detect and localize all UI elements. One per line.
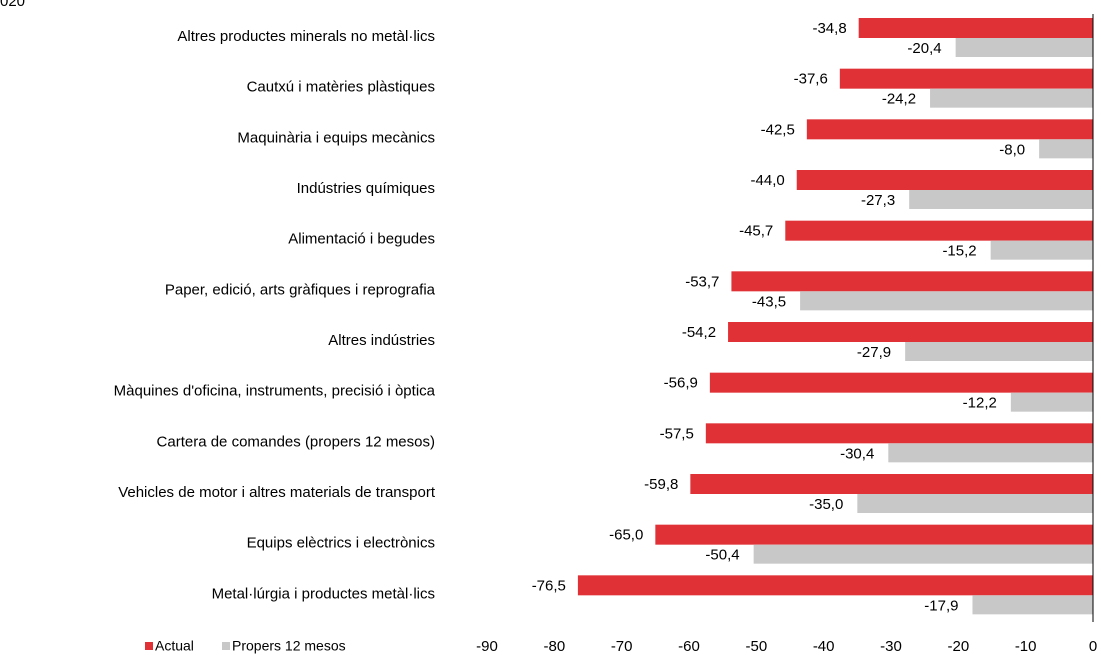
value-label: -30,4 [840,445,874,462]
value-label: -35,0 [809,496,843,513]
bar [858,18,1093,38]
bar [909,190,1093,209]
x-tick-label: 0 [1089,638,1097,655]
category-label: Màquines d'oficina, instruments, precisi… [114,383,436,400]
value-label: -12,2 [963,395,997,412]
bar [690,474,1093,494]
category-label: Maquinària i equips mecànics [237,129,435,146]
value-label: -42,5 [761,121,795,138]
bar [972,595,1093,615]
x-tick-label: -70 [611,638,633,655]
bar [1010,392,1093,412]
value-label: -53,7 [685,273,719,290]
x-tick-label: -40 [813,638,835,655]
bar [785,220,1093,241]
x-tick-label: -90 [476,638,498,655]
value-label: -20,4 [907,40,941,57]
x-tick-label: -20 [947,638,969,655]
x-tick-label: -30 [880,638,902,655]
category-label: Equips elèctrics i electrònics [247,535,435,552]
bar [905,342,1093,361]
category-label: Paper, edició, arts gràfiques i reprogra… [165,281,436,298]
category-label: Vehicles de motor i altres materials de … [118,484,436,501]
value-label: -37,6 [794,71,828,88]
category-label: Alimentació i begudes [288,231,435,248]
value-label: -44,0 [751,172,785,189]
bar [796,170,1093,190]
bar [709,372,1093,393]
legend-label: Propers 12 mesos [232,638,346,654]
value-label: -34,8 [812,20,846,37]
value-label: -43,5 [752,293,786,310]
x-tick-label: -80 [543,638,565,655]
value-label: -59,8 [644,476,678,493]
value-label: -24,2 [882,91,916,108]
bar [1039,139,1093,159]
bar [705,423,1093,444]
legend-label: Actual [155,638,194,654]
x-tick-label: -10 [1015,638,1037,655]
bar [753,544,1093,564]
value-label: -15,2 [942,243,976,260]
value-label: -56,9 [664,375,698,392]
value-label: -27,9 [857,344,891,361]
value-label: -65,0 [609,527,643,544]
bar [839,68,1093,89]
value-label: -57,5 [660,425,694,442]
value-label: -45,7 [739,223,773,240]
bar [577,575,1093,596]
chart-title: 020 [0,0,25,10]
bar [930,88,1093,108]
category-label: Cartera de comandes (propers 12 mesos) [157,433,435,450]
x-tick-label: -60 [678,638,700,655]
bar [806,119,1093,140]
category-label: Indústries químiques [297,180,435,197]
x-tick-label: -50 [745,638,767,655]
category-label: Cautxú i matèries plàstiques [247,79,435,96]
legend-swatch [145,642,153,650]
value-label: -54,2 [682,324,716,341]
bar [731,271,1093,292]
bar [728,322,1093,342]
bar [888,443,1093,463]
value-label: -8,0 [999,141,1025,158]
legend-swatch [222,642,230,650]
value-label: -17,9 [924,597,958,614]
bar [857,494,1093,513]
value-label: -76,5 [532,577,566,594]
category-label: Metal·lúrgia i productes metàl·lics [212,585,435,602]
value-label: -27,3 [861,192,895,209]
bar [800,291,1093,311]
category-label: Altres productes minerals no metàl·lics [177,28,435,45]
bar [990,240,1093,260]
bar [655,524,1093,545]
bar [955,38,1093,57]
value-label: -50,4 [705,547,739,564]
category-label: Altres indústries [328,332,435,349]
